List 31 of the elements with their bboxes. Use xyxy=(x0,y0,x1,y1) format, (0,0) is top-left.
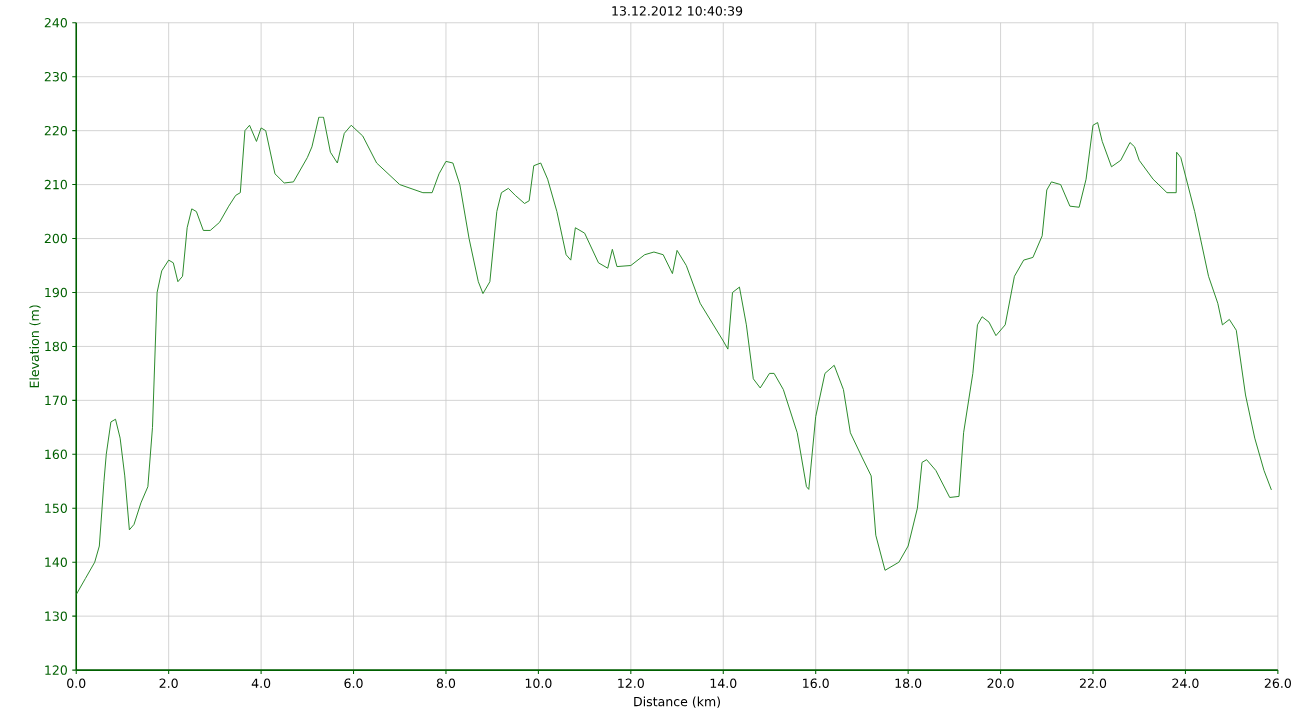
x-tick-label: 24.0 xyxy=(1172,678,1199,689)
y-tick-label: 200 xyxy=(44,234,67,244)
x-tick-label: 12.0 xyxy=(618,678,644,689)
y-tick-label: 210 xyxy=(44,180,67,190)
y-tick-label: 220 xyxy=(44,126,67,136)
chart-title: 13.12.2012 10:40:39 xyxy=(612,6,743,16)
x-tick-label: 2.0 xyxy=(159,678,178,689)
line-series xyxy=(76,116,1272,596)
x-tick-label: 10.0 xyxy=(525,678,552,689)
y-tick-label: 140 xyxy=(45,557,67,568)
y-axis-title: Elevation (m) xyxy=(29,305,41,388)
y-tick-label: 240 xyxy=(44,18,67,28)
x-axis-title: Distance (km) xyxy=(634,696,720,708)
x-tick-label: 14.0 xyxy=(710,678,737,689)
y-tick-label: 150 xyxy=(45,503,67,514)
y-tick-label: 130 xyxy=(45,611,67,622)
x-tick-label: 18.0 xyxy=(895,678,922,689)
y-tick-label: 230 xyxy=(44,72,67,82)
x-tick-label: 0.0 xyxy=(67,678,86,689)
x-tick-label: 26.0 xyxy=(1264,678,1291,689)
y-tick-label: 120 xyxy=(45,665,67,676)
y-tick-label: 160 xyxy=(45,449,67,460)
y-tick-label: 190 xyxy=(45,287,67,298)
x-tick-label: 20.0 xyxy=(987,678,1014,689)
y-tick-label: 180 xyxy=(45,341,67,352)
x-tick-label: 4.0 xyxy=(251,678,271,689)
x-tick-label: 8.0 xyxy=(436,678,456,689)
x-tick-label: 6.0 xyxy=(344,678,363,689)
x-tick-label: 16.0 xyxy=(803,678,829,689)
y-tick-label: 170 xyxy=(45,395,67,406)
x-tick-label: 22.0 xyxy=(1079,678,1107,689)
